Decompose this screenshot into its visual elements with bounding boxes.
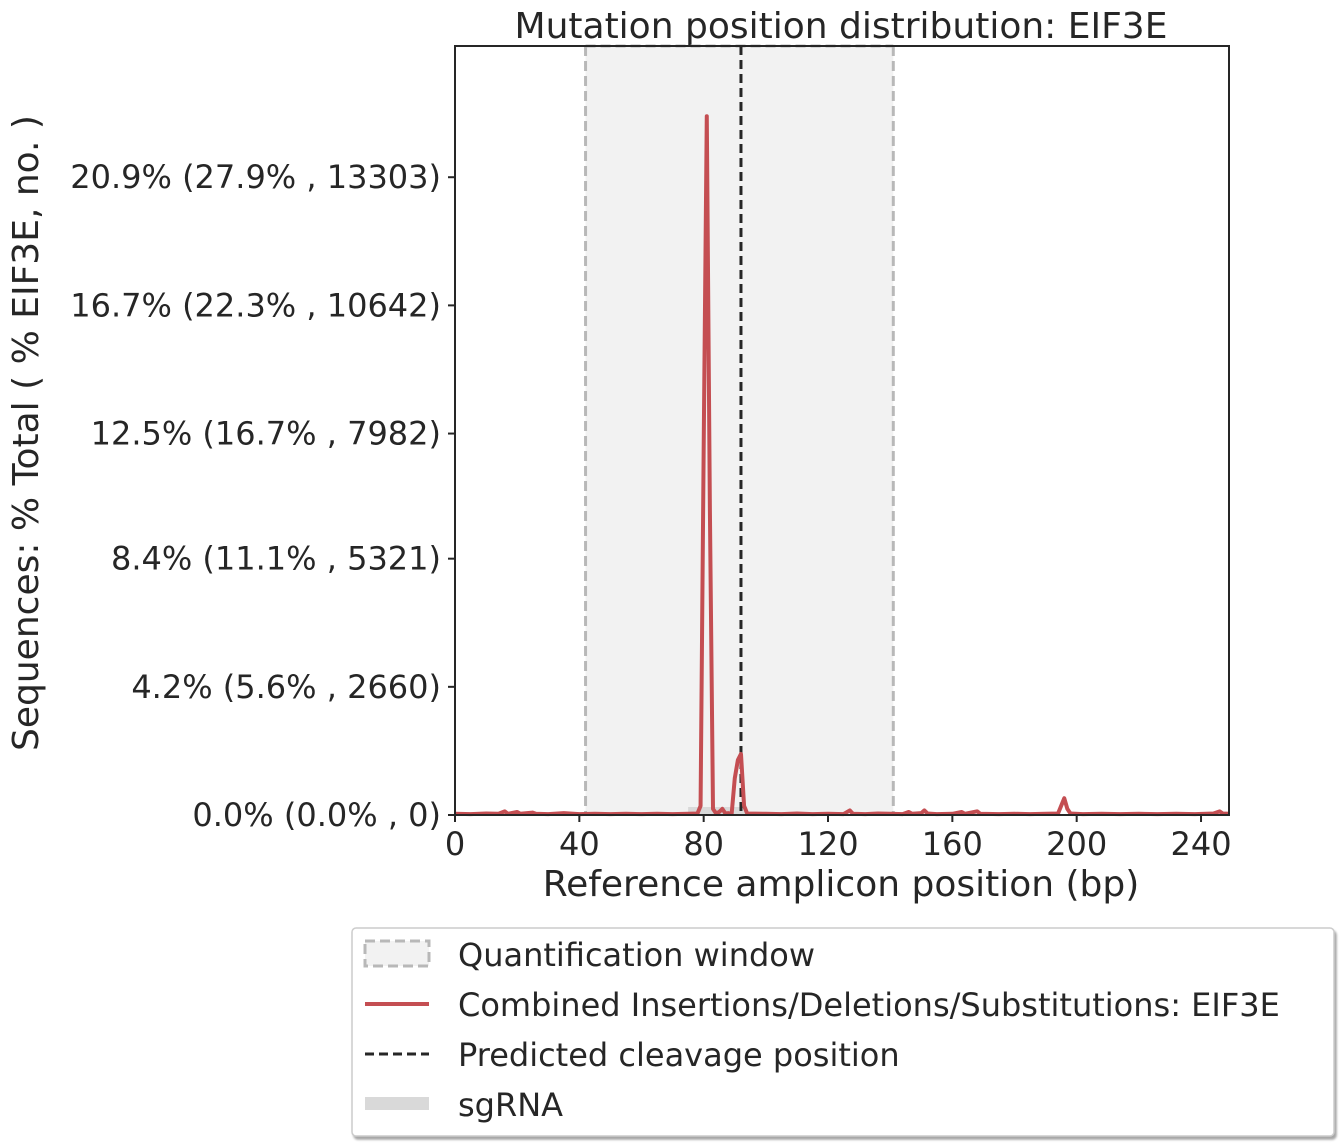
- plot-frame: [454, 45, 1230, 816]
- y-tick-label: 8.4% (11.1% , 5321): [111, 540, 441, 578]
- x-tick-label: 0: [445, 825, 465, 863]
- y-tick-label: 12.5% (16.7% , 7982): [91, 415, 441, 453]
- y-tick-label: 0.0% (0.0% , 0): [192, 796, 441, 834]
- x-tick-label: 120: [797, 825, 858, 863]
- x-axis: 0 40 80 120 160 200 240: [445, 815, 1232, 863]
- y-axis-title: Sequences: % Total ( % EIF3E, no. ): [6, 115, 47, 751]
- x-tick-label: 200: [1046, 825, 1107, 863]
- series-line-0: [454, 114, 1230, 817]
- x-tick-label: 80: [683, 825, 724, 863]
- chart-title: Mutation position distribution: EIF3E: [515, 6, 1168, 47]
- y-tick-label: 4.2% (5.6% , 2660): [131, 668, 441, 706]
- plot-area: [454, 44, 1230, 817]
- x-axis-title: Reference amplicon position (bp): [543, 864, 1140, 905]
- legend: Quantification window Combined Insertion…: [351, 927, 1335, 1137]
- x-tick-label: 40: [559, 825, 600, 863]
- y-axis: 0.0% (0.0% , 0) 4.2% (5.6% , 2660) 8.4% (1…: [70, 158, 455, 834]
- x-tick-label: 240: [1170, 825, 1231, 863]
- quantification-window: [585, 46, 894, 815]
- legend-label-quantification-window: Quantification window: [458, 936, 815, 974]
- x-tick-label: 160: [922, 825, 983, 863]
- y-tick-label: 16.7% (22.3% , 10642): [70, 286, 441, 324]
- legend-label-sgrna: sgRNA: [458, 1086, 563, 1124]
- legend-swatch-quantification-window: [363, 939, 431, 968]
- legend-label-cleavage: Predicted cleavage position: [458, 1036, 900, 1074]
- legend-swatch-sgrna: [365, 1097, 429, 1110]
- legend-label-combined: Combined Insertions/Deletions/Substituti…: [458, 986, 1280, 1024]
- legend-frame: [351, 927, 1335, 1137]
- y-tick-label: 20.9% (27.9% , 13303): [70, 158, 441, 196]
